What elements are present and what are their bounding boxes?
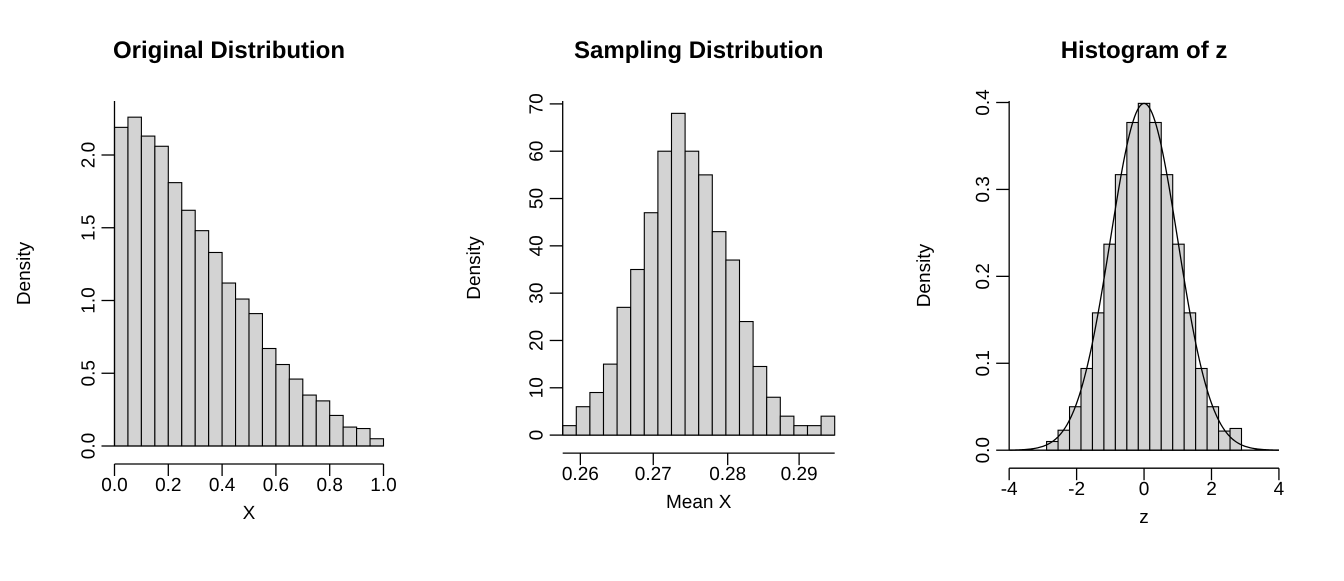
svg-text:0: 0 (527, 430, 548, 441)
svg-text:Histogram of z: Histogram of z (1061, 37, 1228, 64)
svg-text:0.0: 0.0 (973, 437, 994, 463)
svg-text:0.2: 0.2 (155, 475, 181, 496)
svg-text:1.5: 1.5 (79, 215, 100, 241)
svg-text:0: 0 (1139, 479, 1150, 500)
svg-text:Density: Density (914, 243, 935, 307)
svg-text:10: 10 (527, 377, 548, 398)
svg-text:1.0: 1.0 (79, 287, 100, 313)
svg-text:0.4: 0.4 (209, 475, 236, 496)
svg-text:-4: -4 (1001, 479, 1018, 500)
svg-text:0.29: 0.29 (781, 464, 818, 485)
svg-text:2.0: 2.0 (79, 142, 100, 168)
svg-text:Density: Density (464, 236, 485, 300)
svg-text:0.26: 0.26 (562, 464, 599, 485)
svg-text:60: 60 (527, 141, 548, 162)
svg-text:0.27: 0.27 (635, 464, 672, 485)
svg-text:0.3: 0.3 (973, 176, 994, 202)
svg-text:Mean X: Mean X (666, 492, 732, 513)
svg-text:70: 70 (527, 93, 548, 114)
svg-text:1.0: 1.0 (370, 475, 396, 496)
svg-text:Sampling Distribution: Sampling Distribution (574, 37, 823, 64)
svg-text:Original Distribution: Original Distribution (113, 37, 345, 64)
svg-text:50: 50 (527, 188, 548, 209)
svg-text:z: z (1139, 507, 1149, 528)
svg-text:0.28: 0.28 (709, 464, 746, 485)
svg-text:0.4: 0.4 (973, 89, 994, 116)
svg-text:0.1: 0.1 (973, 350, 994, 376)
svg-text:0.6: 0.6 (263, 475, 289, 496)
svg-text:0.5: 0.5 (79, 360, 100, 386)
svg-text:0.2: 0.2 (973, 263, 994, 289)
svg-text:20: 20 (527, 330, 548, 351)
svg-text:Density: Density (14, 241, 35, 305)
svg-text:30: 30 (527, 283, 548, 304)
svg-text:4: 4 (1274, 479, 1285, 500)
svg-text:-2: -2 (1068, 479, 1085, 500)
svg-text:0.8: 0.8 (316, 475, 342, 496)
svg-text:0.0: 0.0 (101, 475, 127, 496)
svg-text:X: X (243, 503, 256, 524)
svg-text:0.0: 0.0 (79, 433, 100, 459)
svg-text:40: 40 (527, 235, 548, 256)
svg-text:2: 2 (1206, 479, 1217, 500)
